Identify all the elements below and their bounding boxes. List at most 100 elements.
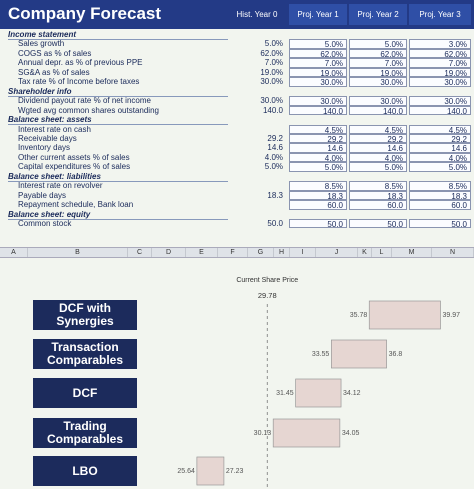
column-letter: A (0, 248, 28, 257)
section-label: Balance sheet: equity (8, 210, 228, 220)
low-label: 33.55 (312, 351, 330, 358)
column-letter: I (290, 248, 316, 257)
column-letter: L (372, 248, 392, 257)
column-letter: B (28, 248, 128, 257)
cell-value: 29.2 (289, 133, 347, 144)
column-letter: J (316, 248, 358, 257)
cell-value: 19.0% (409, 67, 471, 78)
category-box: LBO (33, 456, 137, 486)
cell-value: 18.3 (289, 190, 347, 201)
bar (331, 339, 387, 369)
cell-value: 30.0% (289, 77, 347, 87)
category-box: Transaction Comparables (33, 339, 137, 369)
cell-value: 7.0% (264, 58, 283, 68)
column-header: Proj. Year 2 (349, 4, 407, 25)
section-label: Shareholder info (8, 87, 228, 97)
cell-value: 29.2 (409, 133, 471, 144)
cell-value: 140.0 (349, 105, 407, 116)
column-header: Proj. Year 1 (289, 4, 347, 25)
column-letter: G (248, 248, 274, 257)
cell-value: 30.0% (289, 96, 347, 106)
high-label: 34.12 (343, 390, 361, 397)
cell-value: 8.5% (289, 181, 347, 191)
cell-value: 5.0% (289, 162, 347, 172)
cell-value: 5.0% (409, 162, 471, 172)
cell-value: 4.5% (289, 124, 347, 135)
high-label: 36.8 (389, 351, 403, 358)
reference-label: Current Share Price (236, 277, 299, 284)
cell-value: 18.3 (409, 190, 471, 201)
column-letter: H (274, 248, 290, 257)
cell-value: 14.6 (409, 143, 471, 153)
cell-value: 19.0% (289, 67, 347, 78)
column-letter: F (218, 248, 248, 257)
cell-value: 7.0% (349, 58, 407, 68)
cell-value: 30.0% (349, 96, 407, 106)
row-label: Dividend payout rate % of net income (18, 96, 151, 106)
cell-value: 60.0 (409, 200, 471, 210)
row-label: Capital expenditures % of sales (18, 162, 131, 172)
row-label: Inventory days (18, 143, 71, 153)
row-label: SG&A as % of sales (18, 67, 90, 77)
cell-value: 50.0 (267, 219, 283, 228)
cell-value: 30.0% (260, 96, 283, 106)
table-title: Company Forecast (8, 4, 162, 23)
cell-value: 62.0% (409, 48, 471, 59)
cell-value: 4.0% (349, 152, 407, 163)
category-box: DCF with Synergies (33, 300, 137, 330)
bar (295, 378, 342, 408)
column-letter-bar (0, 247, 474, 258)
cell-value: 4.0% (264, 152, 283, 162)
cell-value: 5.0% (349, 39, 407, 49)
row-label: Interest rate on revolver (18, 181, 103, 191)
cell-value: 62.0% (289, 48, 347, 59)
row-label: Receivable days (18, 133, 77, 143)
column-letter: K (358, 248, 372, 257)
cell-value: 140.0 (262, 105, 283, 115)
row-label: Tax rate % of Income before taxes (18, 77, 140, 87)
cell-value: 19.0% (349, 67, 407, 78)
reference-value: 29.78 (258, 291, 277, 300)
bar (196, 456, 225, 486)
column-header: Hist. Year 0 (236, 10, 278, 19)
low-label: 35.78 (350, 312, 368, 319)
cell-value: 4.0% (289, 152, 347, 163)
bar (272, 418, 341, 448)
cell-value: 4.0% (409, 152, 471, 163)
cell-value: 8.5% (409, 181, 471, 191)
cell-value: 50.0 (349, 219, 407, 229)
low-label: 31.45 (276, 390, 294, 397)
cell-value: 7.0% (289, 58, 347, 68)
low-label: 30.13 (254, 430, 272, 437)
row-label: Common stock (18, 219, 72, 228)
cell-value: 4.5% (409, 124, 471, 135)
cell-value: 29.2 (267, 133, 283, 143)
cell-value: 18.3 (349, 190, 407, 201)
cell-value: 30.0% (349, 77, 407, 87)
row-label: Interest rate on cash (18, 124, 91, 134)
cell-value: 62.0% (349, 48, 407, 59)
row-label: Other current assets % of sales (18, 152, 130, 162)
cell-value: 140.0 (289, 105, 347, 116)
cell-value: 30.0% (409, 96, 471, 106)
column-letter: D (152, 248, 186, 257)
high-label: 39.97 (442, 312, 460, 319)
cell-value: 50.0 (289, 219, 347, 229)
bar (368, 300, 441, 330)
cell-value: 60.0 (349, 200, 407, 210)
low-label: 25.64 (177, 468, 195, 475)
cell-value: 30.0% (409, 77, 471, 87)
column-letter: E (186, 248, 218, 257)
row-label: COGS as % of sales (18, 48, 92, 58)
row-label: Payable days (18, 190, 67, 200)
cell-value: 14.6 (349, 143, 407, 153)
column-header: Proj. Year 3 (409, 4, 471, 25)
cell-value: 5.0% (349, 162, 407, 172)
cell-value: 140.0 (409, 105, 471, 116)
column-letter: M (392, 248, 432, 257)
row-label: Repayment schedule, Bank loan (18, 200, 134, 210)
category-box: DCF (33, 378, 137, 408)
cell-value: 14.6 (267, 143, 283, 153)
cell-value: 4.5% (349, 124, 407, 135)
cell-value: 5.0% (289, 39, 347, 49)
